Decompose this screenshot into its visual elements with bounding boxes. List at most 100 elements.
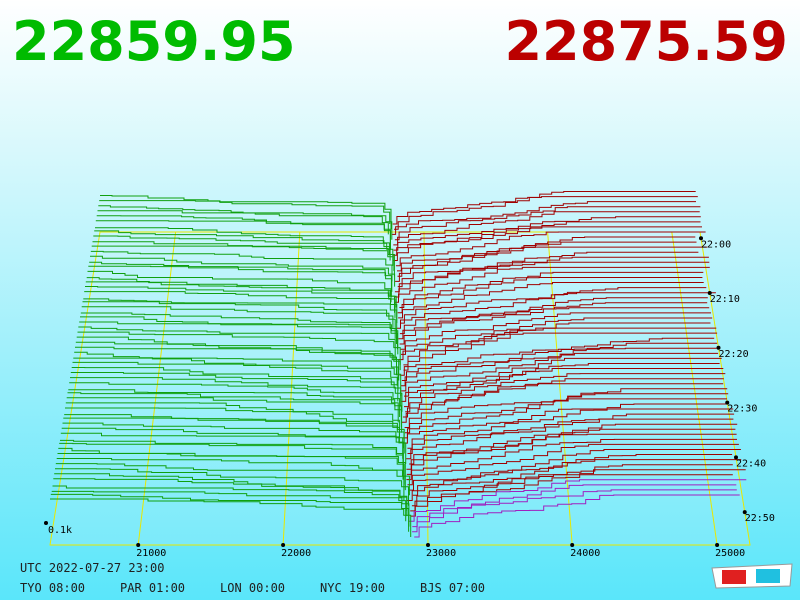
ask-depth-line xyxy=(401,317,713,355)
ask-depth-line xyxy=(404,393,729,434)
time-label: 22:30 xyxy=(727,404,757,415)
bid-depth-line xyxy=(60,439,404,475)
bid-depth-line xyxy=(87,270,392,303)
bid-depth-line xyxy=(56,458,410,496)
time-label: 22:10 xyxy=(710,294,740,305)
3d-glasses-icon[interactable] xyxy=(711,563,793,589)
ask-depth-line xyxy=(404,357,722,397)
bid-depth-line xyxy=(70,377,403,412)
bid-depth-line xyxy=(90,250,393,282)
timezone: BJS 07:00 xyxy=(420,581,485,595)
price-marker xyxy=(715,543,720,547)
bid-depth-line xyxy=(50,493,410,532)
bid-depth-line xyxy=(73,357,399,391)
bid-depth-line xyxy=(98,205,389,235)
bid-depth-line xyxy=(64,414,405,449)
ask-depth-line xyxy=(393,216,701,251)
price-label: 22000 xyxy=(281,548,311,559)
ask-depth-line xyxy=(397,251,699,288)
bid-depth-line xyxy=(96,215,391,245)
bid-depth-line xyxy=(88,265,392,297)
ask-depth-line xyxy=(398,302,708,340)
ask-depth-line xyxy=(412,489,737,533)
ask-depth-line xyxy=(396,292,716,329)
bid-depth-line xyxy=(60,432,404,470)
bid-depth-line xyxy=(86,277,397,308)
bid-depth-line xyxy=(53,478,408,517)
ask-depth-line xyxy=(402,398,727,439)
price-grid-line xyxy=(282,231,301,546)
timezone: PAR 01:00 xyxy=(120,581,185,595)
scale-marker xyxy=(44,521,48,525)
axis-labels: 21000 22000 23000 24000 25000 22:00 22:10 22:20… xyxy=(136,236,775,559)
bid-depth-line xyxy=(89,261,393,292)
ask-depth-line xyxy=(404,388,728,428)
ask-depth-line xyxy=(407,413,735,454)
ask-depth-line xyxy=(399,337,715,376)
bid-depth-line xyxy=(75,341,397,376)
time-label: 22:50 xyxy=(745,513,775,524)
ask-depth-line xyxy=(399,297,708,335)
ask-depth-line xyxy=(401,342,718,381)
bid-depth-line xyxy=(63,417,405,454)
bid-depth-line xyxy=(80,316,398,350)
time-marker xyxy=(725,400,730,405)
bid-depth-line xyxy=(77,331,401,365)
price-marker xyxy=(136,543,141,547)
bid-depth-line xyxy=(68,389,399,423)
utc-time: UTC 2022-07-27 23:00 xyxy=(20,561,165,575)
ask-depth-line xyxy=(407,443,739,486)
ask-depth-line xyxy=(394,206,701,241)
time-marker xyxy=(707,291,712,296)
right-lens xyxy=(756,569,780,583)
bid-depth-line xyxy=(93,235,394,266)
ask-depth-line xyxy=(406,428,736,470)
left-lens xyxy=(722,570,746,584)
bid-depth-line xyxy=(57,453,406,491)
ask-depth-line xyxy=(394,266,710,303)
ask-depth-line xyxy=(394,261,710,298)
ask-depth-line xyxy=(414,494,740,538)
ask-depth-line xyxy=(399,307,710,345)
price-label: 25000 xyxy=(715,548,745,559)
bid-depth-line xyxy=(65,407,400,444)
ask-depth-line xyxy=(392,221,701,256)
ask-depth-line xyxy=(407,408,734,449)
bid-depth-line xyxy=(71,367,399,402)
ask-depth-line xyxy=(393,226,702,261)
bid-depth-line xyxy=(83,298,394,329)
bid-depth-line xyxy=(74,351,398,386)
ask-depth-line xyxy=(403,327,717,366)
ask-depth-line xyxy=(402,403,728,444)
bid-depth-line xyxy=(66,397,403,433)
ask-depth-line xyxy=(410,474,733,517)
bid-depth-line xyxy=(59,442,404,480)
bid-depth-line xyxy=(95,227,390,256)
time-marker xyxy=(742,510,747,515)
ask-depth-line xyxy=(411,464,733,507)
bid-depth-line xyxy=(51,490,410,527)
ask-depth-line xyxy=(404,368,724,408)
depth-surface xyxy=(50,191,747,538)
bid-price: 22859.95 xyxy=(12,10,296,73)
bid-depth-line xyxy=(94,230,391,261)
ask-depth-line xyxy=(401,352,719,392)
ask-depth-line xyxy=(395,246,708,282)
bid-depth-line xyxy=(55,463,405,501)
bid-depth-line xyxy=(79,321,399,355)
timezone: TYO 08:00 xyxy=(20,581,85,595)
bid-depth-line xyxy=(91,245,395,277)
bid-depth-line xyxy=(67,392,402,428)
ask-depth-line xyxy=(400,312,711,350)
bid-depth-line xyxy=(62,422,404,459)
ask-depth-line xyxy=(399,271,704,308)
bid-depth-line xyxy=(90,255,396,287)
ask-depth-line xyxy=(412,484,737,528)
bid-depth-line xyxy=(99,200,392,230)
ask-depth-line xyxy=(397,236,696,272)
ask-depth-line xyxy=(402,378,724,418)
ask-depth-line xyxy=(409,479,747,522)
bid-depth-line xyxy=(54,473,408,511)
bid-depth-line xyxy=(72,361,402,397)
